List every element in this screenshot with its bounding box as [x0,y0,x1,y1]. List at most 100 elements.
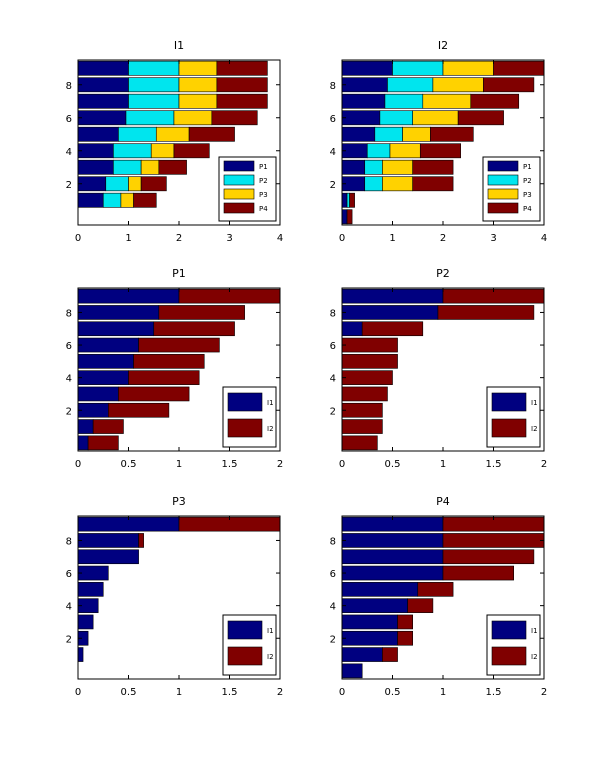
chart-panel-p3: 0 0.5 1 1.5 2 2 4 6 8 P3 I1 I2 [66,495,284,698]
bar-p2-2 [105,176,129,192]
bar-p2-1 [102,192,122,208]
y-tick-label: 4 [66,147,72,158]
bar-i2-1 [382,647,398,662]
bar-p3-3 [382,159,413,175]
bar-i1-4 [77,370,129,385]
bar-p3-4 [389,143,421,159]
bar-p2-8 [128,77,180,93]
legend-swatch-i1 [227,392,263,412]
legend-label-p2: P2 [259,177,268,185]
x-tick-label: 1.5 [222,687,238,698]
bar-p3-3 [140,159,160,175]
bar-p4-0 [346,209,353,225]
legend-swatch-p2 [223,174,255,186]
bar-i2-7 [361,321,424,337]
bar-p1-3 [77,159,114,175]
bar-i1-8 [341,533,444,548]
y-tick-label: 4 [330,374,336,385]
bar-i2-4 [128,370,200,385]
bar-p1-0 [341,209,348,225]
x-tick-label: 3 [226,233,232,244]
x-tick-label: 1 [440,687,446,698]
legend-swatch-p1 [487,160,519,172]
x-tick-label: 2 [176,233,182,244]
bar-i1-1 [77,647,84,662]
bar-p4-5 [430,126,474,142]
bar-p2-1 [346,192,350,208]
bar-p1-6 [341,110,381,126]
chart-title: I1 [174,39,184,52]
bar-p4-7 [216,93,268,109]
chart-title: P2 [436,267,450,280]
bar-i1-2 [77,402,109,418]
y-tick-label: 2 [330,634,336,645]
legend-swatch-p3 [487,188,519,200]
legend-label-p3: P3 [259,191,268,199]
bar-p4-5 [188,126,235,142]
bar-i2-1 [92,419,124,434]
legend-label-p3: P3 [523,191,532,199]
bar-p2-7 [128,93,180,109]
y-tick-label: 6 [66,114,72,125]
bar-i1-5 [77,354,134,369]
bar-p1-6 [77,110,127,126]
bar-i2-0 [341,435,378,451]
bar-p4-9 [216,60,268,76]
bar-p1-5 [341,126,376,142]
legend: P1 P2 P3 P4 [218,156,277,222]
bar-p3-6 [412,110,459,126]
y-tick-label: 4 [330,602,336,613]
bar-p3-2 [128,176,142,192]
bar-i2-4 [407,598,434,613]
bar-p3-6 [173,110,213,126]
bar-i1-6 [341,565,444,581]
y-tick-label: 6 [66,341,72,352]
x-tick-label: 1.5 [222,459,238,470]
y-tick-label: 6 [330,569,336,580]
chart-panel-p1: 0 0.5 1 1.5 2 2 4 6 8 P1 I1 I2 [66,267,284,470]
legend-label-i1: I1 [267,399,274,407]
legend-swatch-p4 [223,202,255,214]
bar-i2-5 [341,354,398,369]
bar-i1-0 [341,663,363,679]
bar-i1-5 [77,582,104,597]
bar-i2-2 [397,630,413,646]
x-tick-label: 0.5 [385,459,401,470]
x-tick-label: 0 [339,233,345,244]
bar-p1-7 [77,93,129,109]
bar-i2-3 [341,386,388,402]
bar-i2-6 [138,337,220,353]
x-tick-label: 2 [277,459,283,470]
bar-p3-9 [442,60,494,76]
legend-label-i2: I2 [531,653,538,661]
bar-i2-6 [442,565,514,581]
chart-title: P3 [172,495,186,508]
bar-i2-8 [437,305,535,320]
bar-i2-4 [341,370,393,385]
y-tick-label: 6 [330,341,336,352]
bar-p3-2 [382,176,413,192]
bar-i2-8 [138,533,144,548]
bar-p3-9 [178,60,218,76]
legend: I1 I2 [222,386,277,448]
legend-swatch-i1 [227,620,263,640]
legend: I1 I2 [486,386,541,448]
x-tick-label: 0.5 [385,687,401,698]
bar-i1-1 [341,647,383,662]
bar-i1-6 [77,337,139,353]
bar-p3-4 [150,143,175,159]
legend-swatch-p3 [223,188,255,200]
legend-label-i1: I1 [531,627,538,635]
bar-i1-6 [77,565,109,581]
x-tick-label: 1 [176,459,182,470]
bar-p2-2 [364,176,383,192]
bar-p2-4 [366,143,391,159]
y-tick-label: 8 [66,536,72,547]
chart-title: P1 [172,267,186,280]
bar-i2-8 [442,533,545,548]
y-tick-label: 2 [330,180,336,191]
bar-p4-8 [483,77,535,93]
legend-swatch-i2 [491,418,527,438]
chart-panel-p2: 0 0.5 1 1.5 2 2 4 6 8 P2 I1 I2 [330,267,548,470]
